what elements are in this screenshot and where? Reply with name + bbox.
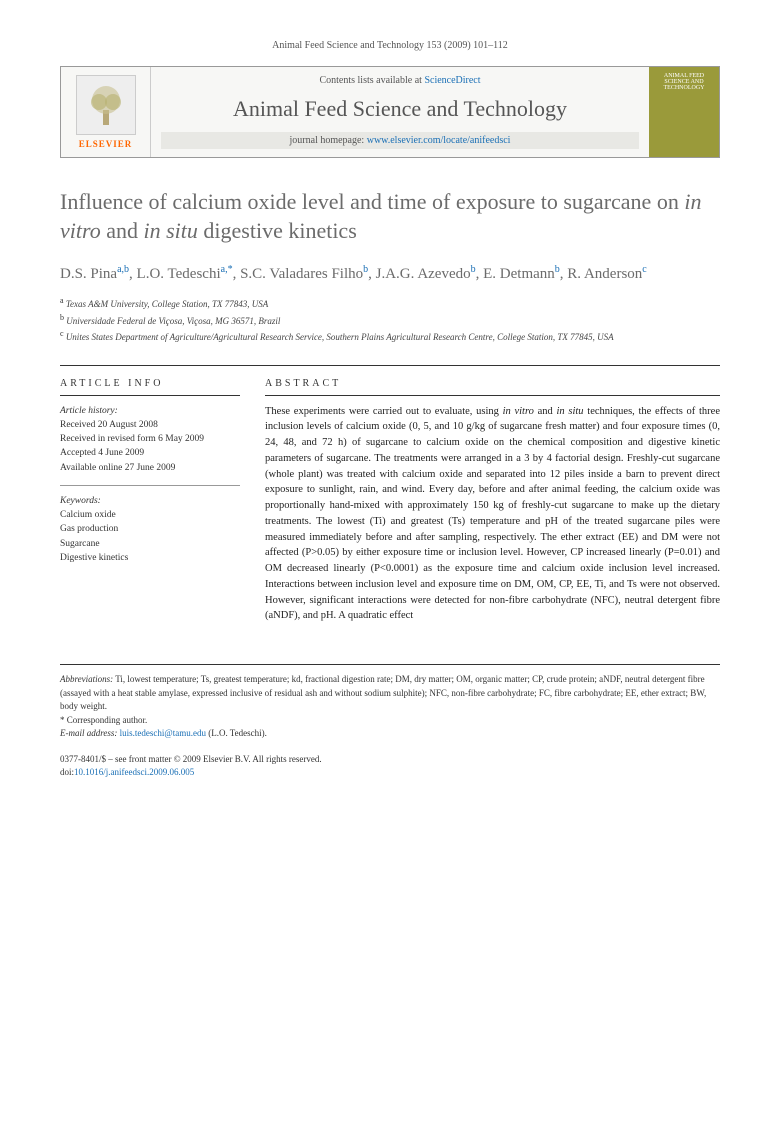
- abstract-text: These experiments were carried out to ev…: [265, 404, 720, 625]
- article-history: Article history: Received 20 August 2008…: [60, 404, 240, 566]
- email-line: E-mail address: luis.tedeschi@tamu.edu (…: [60, 727, 720, 741]
- homepage-link[interactable]: www.elsevier.com/locate/anifeedsci: [367, 135, 511, 146]
- history-label: Article history:: [60, 404, 240, 418]
- affiliations: a Texas A&M University, College Station,…: [60, 295, 720, 345]
- affil-text: Unites States Department of Agriculture/…: [66, 332, 614, 342]
- publisher-logo-block: ELSEVIER: [61, 67, 151, 157]
- article-info-column: ARTICLE INFO Article history: Received 2…: [60, 378, 240, 625]
- history-item: Received in revised form 6 May 2009: [60, 432, 240, 446]
- keyword: Gas production: [60, 522, 240, 536]
- keyword: Calcium oxide: [60, 508, 240, 522]
- journal-header: ELSEVIER Contents lists available at Sci…: [60, 66, 720, 158]
- abbrev-label: Abbreviations:: [60, 674, 113, 684]
- journal-homepage: journal homepage: www.elsevier.com/locat…: [161, 132, 639, 149]
- keywords-label: Keywords:: [60, 494, 240, 508]
- email-link[interactable]: luis.tedeschi@tamu.edu: [120, 728, 206, 738]
- affil-sup: a: [60, 296, 64, 305]
- abstract-heading: ABSTRACT: [265, 378, 720, 396]
- affil-sup: b: [60, 313, 64, 322]
- abstract-column: ABSTRACT These experiments were carried …: [265, 378, 720, 625]
- journal-cover-thumbnail: ANIMAL FEED SCIENCE AND TECHNOLOGY: [649, 67, 719, 157]
- sciencedirect-link[interactable]: ScienceDirect: [424, 75, 480, 86]
- journal-citation: Animal Feed Science and Technology 153 (…: [60, 40, 720, 51]
- doi-link[interactable]: 10.1016/j.anifeedsci.2009.06.005: [74, 767, 194, 777]
- article-info-heading: ARTICLE INFO: [60, 378, 240, 396]
- affiliation: c Unites States Department of Agricultur…: [60, 328, 720, 345]
- doi-label: doi:: [60, 767, 74, 777]
- copyright-doi: 0377-8401/$ – see front matter © 2009 El…: [60, 753, 720, 780]
- history-item: Available online 27 June 2009: [60, 461, 240, 475]
- doi-line: doi:10.1016/j.anifeedsci.2009.06.005: [60, 766, 720, 780]
- abbreviations: Abbreviations: Ti, lowest temperature; T…: [60, 673, 720, 714]
- affil-sup: c: [60, 329, 64, 338]
- authors-list: D.S. Pinaa,b, L.O. Tedeschia,*, S.C. Val…: [60, 263, 720, 285]
- affiliation: a Texas A&M University, College Station,…: [60, 295, 720, 312]
- keyword: Sugarcane: [60, 537, 240, 551]
- affil-text: Universidade Federal de Viçosa, Viçosa, …: [66, 316, 280, 326]
- page-footer: Abbreviations: Ti, lowest temperature; T…: [60, 664, 720, 780]
- article-title: Influence of calcium oxide level and tim…: [60, 188, 720, 245]
- copyright-line: 0377-8401/$ – see front matter © 2009 El…: [60, 753, 720, 767]
- journal-title: Animal Feed Science and Technology: [161, 96, 639, 122]
- abbrev-text: Ti, lowest temperature; Ts, greatest tem…: [60, 674, 706, 711]
- email-author: (L.O. Tedeschi).: [206, 728, 267, 738]
- info-abstract-row: ARTICLE INFO Article history: Received 2…: [60, 365, 720, 625]
- elsevier-tree-icon: [76, 75, 136, 135]
- history-item: Accepted 4 June 2009: [60, 446, 240, 460]
- history-item: Received 20 August 2008: [60, 418, 240, 432]
- keyword: Digestive kinetics: [60, 551, 240, 565]
- info-divider: [60, 485, 240, 486]
- affil-text: Texas A&M University, College Station, T…: [66, 299, 269, 309]
- contents-available: Contents lists available at ScienceDirec…: [161, 75, 639, 86]
- affiliation: b Universidade Federal de Viçosa, Viçosa…: [60, 312, 720, 329]
- corresponding-author: * Corresponding author.: [60, 714, 720, 728]
- contents-prefix: Contents lists available at: [319, 75, 424, 86]
- publisher-name: ELSEVIER: [79, 139, 133, 149]
- header-center: Contents lists available at ScienceDirec…: [151, 67, 649, 157]
- email-label: E-mail address:: [60, 728, 117, 738]
- homepage-prefix: journal homepage:: [290, 135, 367, 146]
